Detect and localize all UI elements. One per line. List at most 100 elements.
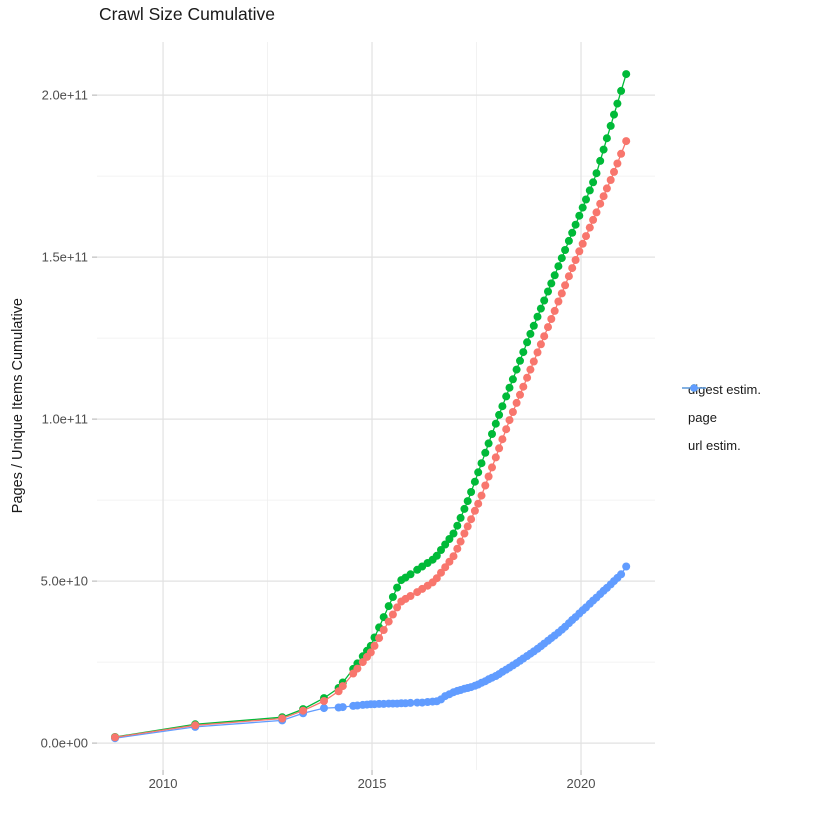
data-point-page — [384, 602, 393, 611]
data-point-page — [575, 211, 584, 220]
data-point-page — [467, 488, 476, 496]
data-point-digest-estim — [437, 568, 445, 577]
data-point-digest-estim — [516, 390, 524, 399]
y-tick-label: 5.0e+10 — [41, 574, 88, 589]
data-point-digest-estim — [578, 239, 587, 248]
data-point-digest-estim — [384, 617, 393, 626]
chart-title: Crawl Size Cumulative — [99, 4, 276, 24]
data-point-page — [622, 70, 631, 79]
data-point-digest-estim — [393, 603, 402, 612]
data-point-digest-estim — [582, 232, 590, 241]
data-point-digest-estim — [470, 506, 479, 515]
data-point-page — [547, 279, 556, 288]
data-point-page — [523, 338, 532, 347]
data-point-digest-estim — [498, 435, 507, 444]
data-point-page — [585, 186, 594, 195]
data-point-page — [599, 145, 608, 154]
data-point-page — [516, 356, 524, 365]
y-tick-label: 0.0e+00 — [41, 736, 88, 751]
data-point-page — [477, 459, 486, 468]
data-point-digest-estim — [557, 289, 566, 298]
data-point-url-estim — [338, 703, 347, 712]
data-point-page — [470, 477, 479, 486]
data-point-page — [606, 121, 615, 130]
data-point-digest-estim — [299, 706, 308, 715]
data-point-digest-estim — [388, 610, 397, 619]
data-point-page — [533, 312, 542, 321]
data-point-url-estim — [622, 562, 631, 571]
data-point-page — [529, 321, 538, 330]
plot-panel: 2010 2015 2020 0.0e+00 5.0e+10 1.0e+11 1.5e+11… — [41, 42, 655, 791]
data-point-digest-estim — [477, 491, 486, 500]
data-point-digest-estim — [585, 223, 594, 232]
legend-key-url-estim-icon — [682, 384, 706, 392]
data-point-page — [453, 521, 462, 530]
data-point-digest-estim — [502, 425, 511, 434]
legend: digest estim. page url estim. — [681, 380, 761, 464]
data-point-digest-estim — [617, 149, 626, 158]
data-point-digest-estim — [564, 272, 573, 281]
data-point-digest-estim — [536, 340, 545, 349]
data-point-digest-estim — [568, 264, 577, 273]
data-point-digest-estim — [488, 463, 496, 472]
data-point-digest-estim — [622, 137, 631, 146]
data-point-digest-estim — [554, 297, 563, 306]
data-point-digest-estim — [449, 552, 458, 561]
data-point-page — [582, 195, 590, 204]
data-point-digest-estim — [575, 247, 584, 256]
data-point-digest-estim — [589, 215, 598, 224]
data-point-digest-estim — [602, 184, 611, 193]
data-point-digest-estim — [606, 176, 615, 184]
data-point-page — [557, 254, 566, 263]
legend-label-url-estim: url estim. — [688, 437, 741, 453]
data-point-digest-estim — [610, 167, 618, 176]
data-point-page — [568, 228, 577, 237]
data-point-page — [596, 156, 605, 165]
data-point-page — [512, 365, 521, 374]
data-point-page — [474, 468, 483, 477]
data-point-digest-estim — [544, 323, 552, 332]
data-point-page — [388, 593, 397, 601]
data-point-digest-estim — [375, 634, 384, 643]
data-point-digest-estim — [596, 199, 605, 208]
data-point-digest-estim — [441, 563, 450, 572]
data-point-page — [613, 99, 622, 108]
data-point-digest-estim — [547, 315, 556, 323]
data-point-page — [502, 392, 511, 401]
data-point-digest-estim — [523, 373, 532, 382]
data-point-page — [460, 504, 469, 513]
data-point-page — [498, 402, 507, 411]
data-point-page — [554, 262, 563, 271]
data-point-digest-estim — [467, 515, 476, 524]
y-tick-label: 1.5e+11 — [42, 250, 88, 265]
y-axis-title: Pages / Unique Items Cumulative — [10, 42, 26, 770]
data-point-digest-estim — [484, 472, 493, 481]
data-point-page — [578, 203, 587, 212]
data-point-page — [564, 236, 573, 245]
data-point-digest-estim — [571, 256, 580, 264]
data-point-digest-estim — [491, 453, 500, 462]
data-point-page — [550, 271, 559, 280]
data-point-page — [445, 535, 454, 543]
legend-key-dot — [690, 384, 698, 392]
data-point-page — [526, 329, 535, 338]
y-tick-label: 1.0e+11 — [42, 412, 88, 427]
data-point-page — [592, 169, 601, 178]
data-point-url-estim — [320, 704, 328, 713]
data-point-page — [602, 134, 611, 143]
data-point-page — [437, 546, 445, 554]
data-point-digest-estim — [191, 721, 200, 730]
legend-label-digest-estim: digest estim. — [688, 381, 761, 397]
data-point-digest-estim — [561, 281, 570, 290]
data-point-digest-estim — [379, 626, 388, 634]
legend-label-page: page — [688, 409, 717, 425]
data-point-digest-estim — [474, 499, 483, 508]
data-point-digest-estim — [495, 444, 504, 453]
data-point-page — [463, 497, 472, 506]
data-point-page — [519, 348, 528, 357]
data-point-page — [495, 410, 504, 419]
data-point-page — [505, 383, 514, 392]
data-point-digest-estim — [481, 481, 490, 490]
data-point-digest-estim — [278, 714, 287, 723]
